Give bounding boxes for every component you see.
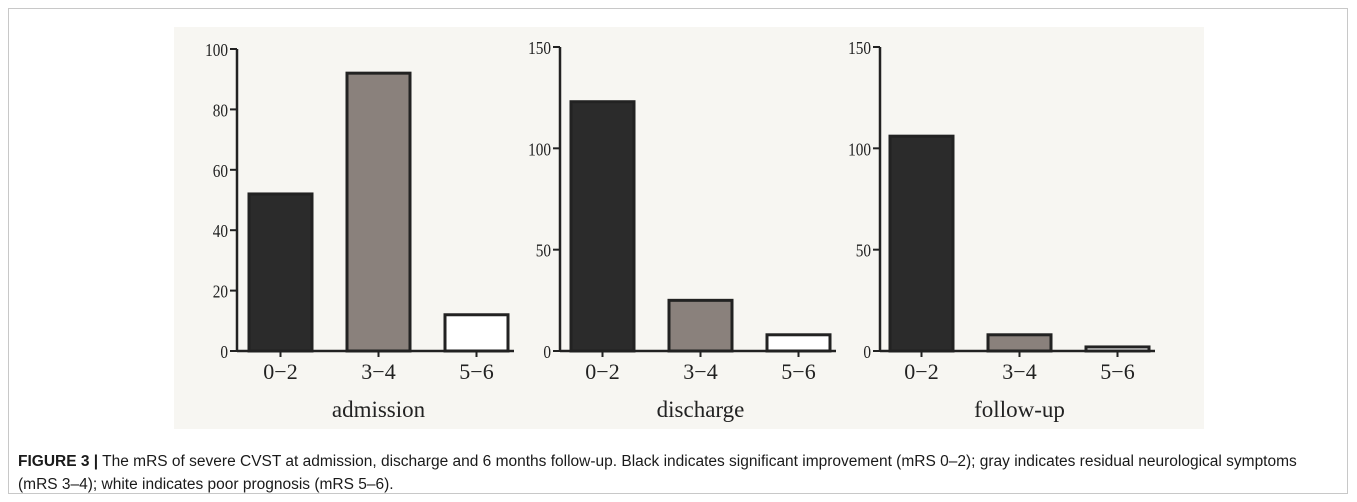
y-tick-label: 0 [543, 342, 551, 362]
y-tick-label: 60 [213, 161, 228, 181]
x-tick-label: 3−4 [361, 359, 395, 384]
figure-caption-text: The mRS of severe CVST at admission, dis… [18, 453, 1297, 493]
figure-caption: FIGURE 3 | The mRS of severe CVST at adm… [18, 450, 1328, 496]
chart-panel-2: 0−2 3−4 5−6 0 50 100 150 discharge [528, 38, 836, 422]
bar-2 [667, 298, 734, 353]
y-tick-label: 80 [213, 100, 228, 120]
x-tick-label: 0−2 [585, 359, 619, 384]
x-tick-label: 5−6 [781, 359, 815, 384]
x-tick-label: 0−2 [263, 359, 297, 384]
y-tick-label: 50 [536, 241, 551, 261]
y-tick-label: 100 [528, 139, 551, 159]
bar-1 [247, 192, 314, 353]
y-tick-label: 150 [848, 38, 871, 58]
x-tick-label: 3−4 [683, 359, 717, 384]
bar-1 [569, 100, 636, 353]
y-tick-label: 0 [220, 342, 228, 362]
bar-3 [765, 333, 832, 353]
x-axis-title: discharge [657, 397, 745, 422]
chart-panel-3: 0−2 3−4 5−6 0 50 100 150 follow-up [848, 38, 1155, 422]
chart-panel-1: 0−2 3−4 5−6 0 20 40 60 80 100 admission [205, 40, 514, 422]
y-tick-label: 20 [213, 281, 228, 301]
y-tick-label: 150 [528, 38, 551, 58]
y-tick-label: 50 [856, 241, 871, 261]
y-tick-label: 40 [213, 221, 228, 241]
y-tick-label: 0 [863, 342, 871, 362]
x-axis-title: follow-up [974, 397, 1065, 422]
bar-3 [443, 313, 510, 353]
x-tick-label: 5−6 [1100, 359, 1134, 384]
x-tick-label: 5−6 [459, 359, 493, 384]
chart-panel-area: 0−2 3−4 5−6 0 20 40 60 80 100 admission 0−2 3−4 5−6 0… [174, 27, 1204, 429]
bar-1 [888, 134, 955, 353]
bar-2 [345, 71, 412, 353]
figure-label: FIGURE 3 | [18, 453, 99, 470]
figure-frame: 0−2 3−4 5−6 0 20 40 60 80 100 admission 0−2 3−4 5−6 0… [8, 8, 1348, 494]
x-axis-title: admission [332, 397, 426, 422]
bar-2 [986, 333, 1053, 353]
y-tick-label: 100 [848, 139, 871, 159]
x-tick-label: 3−4 [1002, 359, 1036, 384]
x-tick-label: 0−2 [904, 359, 938, 384]
y-tick-label: 100 [205, 40, 228, 60]
